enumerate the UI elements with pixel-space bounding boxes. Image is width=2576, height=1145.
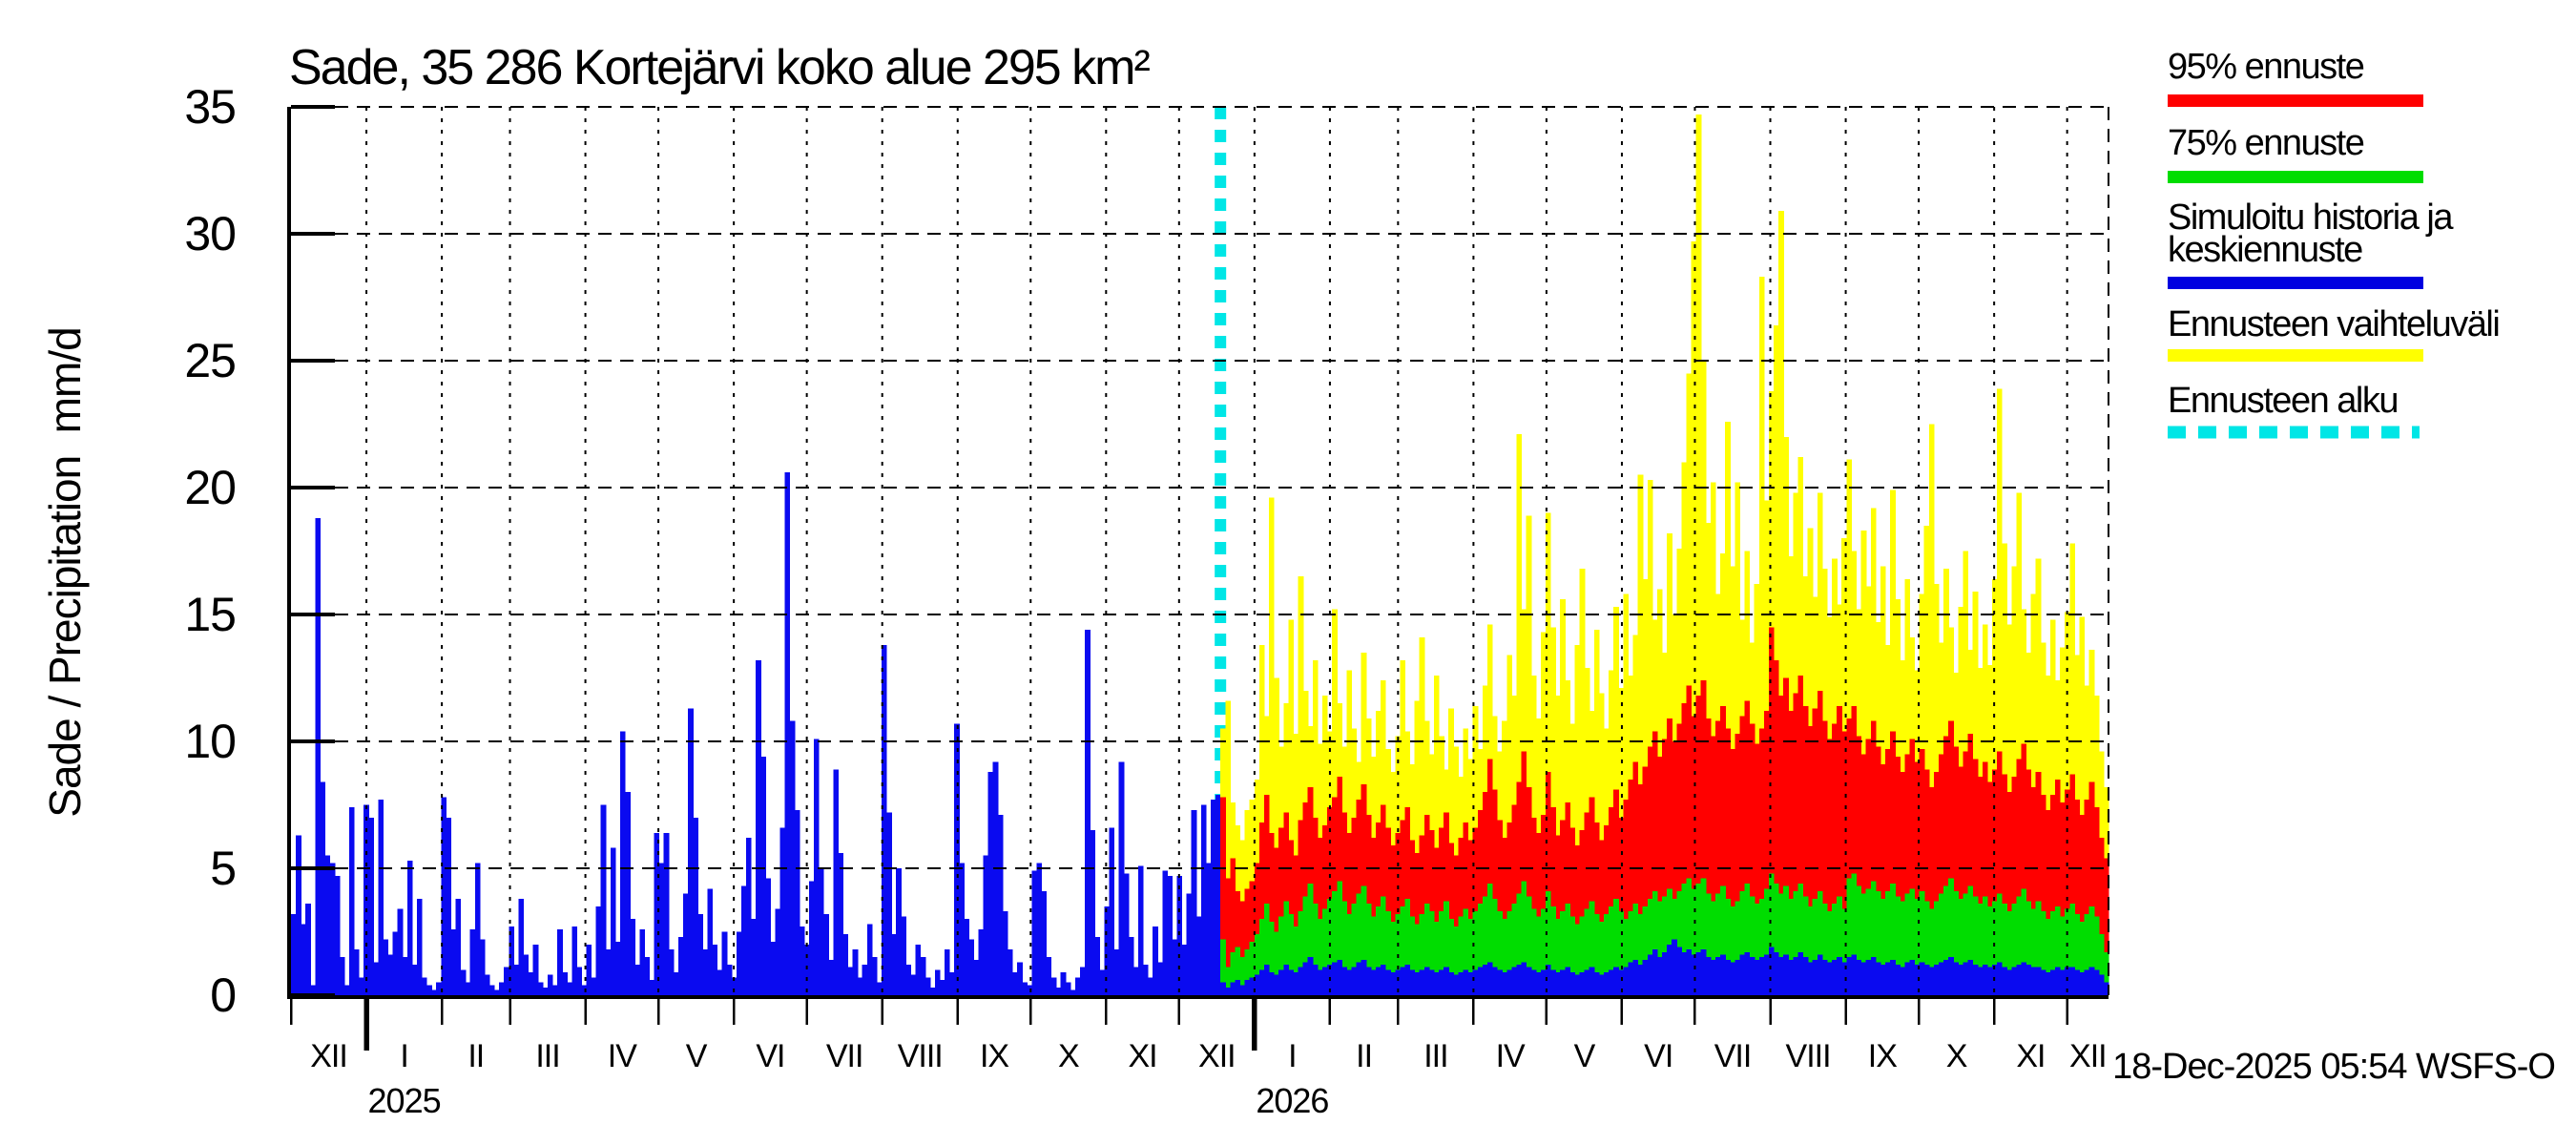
month-label: IV — [1496, 1038, 1526, 1074]
month-label: III — [1423, 1038, 1447, 1074]
timestamp: 18-Dec-2025 05:54 WSFS-O — [2112, 1047, 2555, 1087]
month-label: IX — [980, 1038, 1008, 1074]
month-label: III — [535, 1038, 559, 1074]
month-label: VIII — [898, 1038, 943, 1074]
legend-label: Ennusteen alku — [2168, 381, 2398, 421]
legend-swatch — [2168, 349, 2423, 362]
legend-label: Simuloitu historia ja — [2168, 198, 2454, 238]
year-label: 2025 — [368, 1081, 441, 1120]
legend-swatch — [2168, 94, 2423, 107]
forecast-75-bars — [1220, 873, 2109, 995]
month-label: I — [1288, 1038, 1296, 1074]
legend-label: 95% ennuste — [2168, 47, 2364, 87]
gridlines — [291, 106, 2109, 995]
y-tick-label: 30 — [184, 207, 236, 260]
month-label: I — [400, 1038, 407, 1074]
y-tick-label: 15 — [184, 588, 236, 641]
y-tick-label: 5 — [210, 842, 236, 895]
month-label: XI — [1129, 1038, 1157, 1074]
month-label: VI — [756, 1038, 784, 1074]
legend-label: 75% ennuste — [2168, 123, 2364, 163]
forecast-median-bars — [1220, 939, 2109, 995]
axes — [287, 105, 2109, 1051]
year-label: 2026 — [1256, 1081, 1328, 1120]
chart-title: Sade, 35 286 Kortejärvi koko alue 295 km… — [289, 40, 1150, 95]
month-label: VIII — [1786, 1038, 1831, 1074]
month-label: II — [467, 1038, 484, 1074]
month-label: II — [1356, 1038, 1372, 1074]
month-label: VII — [826, 1038, 863, 1074]
month-label: IX — [1868, 1038, 1897, 1074]
y-tick-label: 25 — [184, 334, 236, 387]
y-tick-label: 20 — [184, 461, 236, 514]
legend-swatch — [2168, 277, 2423, 289]
month-label: XII — [310, 1038, 347, 1074]
y-tick-label: 10 — [184, 715, 236, 768]
month-label: V — [1574, 1038, 1596, 1074]
month-label: X — [1946, 1038, 1967, 1074]
month-label: VI — [1644, 1038, 1672, 1074]
month-label: XI — [2016, 1038, 2045, 1074]
month-label: V — [686, 1038, 708, 1074]
y-axis-title: Sade / Precipitation mm/d — [40, 327, 90, 817]
month-label: XII — [1198, 1038, 1236, 1074]
month-label: XII — [2069, 1038, 2107, 1074]
y-tick-label: 0 — [210, 968, 236, 1022]
legend-label: Ennusteen vaihteluväli — [2168, 304, 2499, 344]
month-label: X — [1058, 1038, 1079, 1074]
month-label: IV — [608, 1038, 637, 1074]
month-label: VII — [1714, 1038, 1752, 1074]
history-bars — [291, 472, 1221, 995]
legend: 95% ennuste 75% ennuste Simuloitu historia… — [2168, 47, 2501, 439]
legend-swatch — [2168, 171, 2423, 183]
y-tick-label: 35 — [184, 80, 236, 134]
legend-label: keskiennuste — [2168, 230, 2362, 270]
